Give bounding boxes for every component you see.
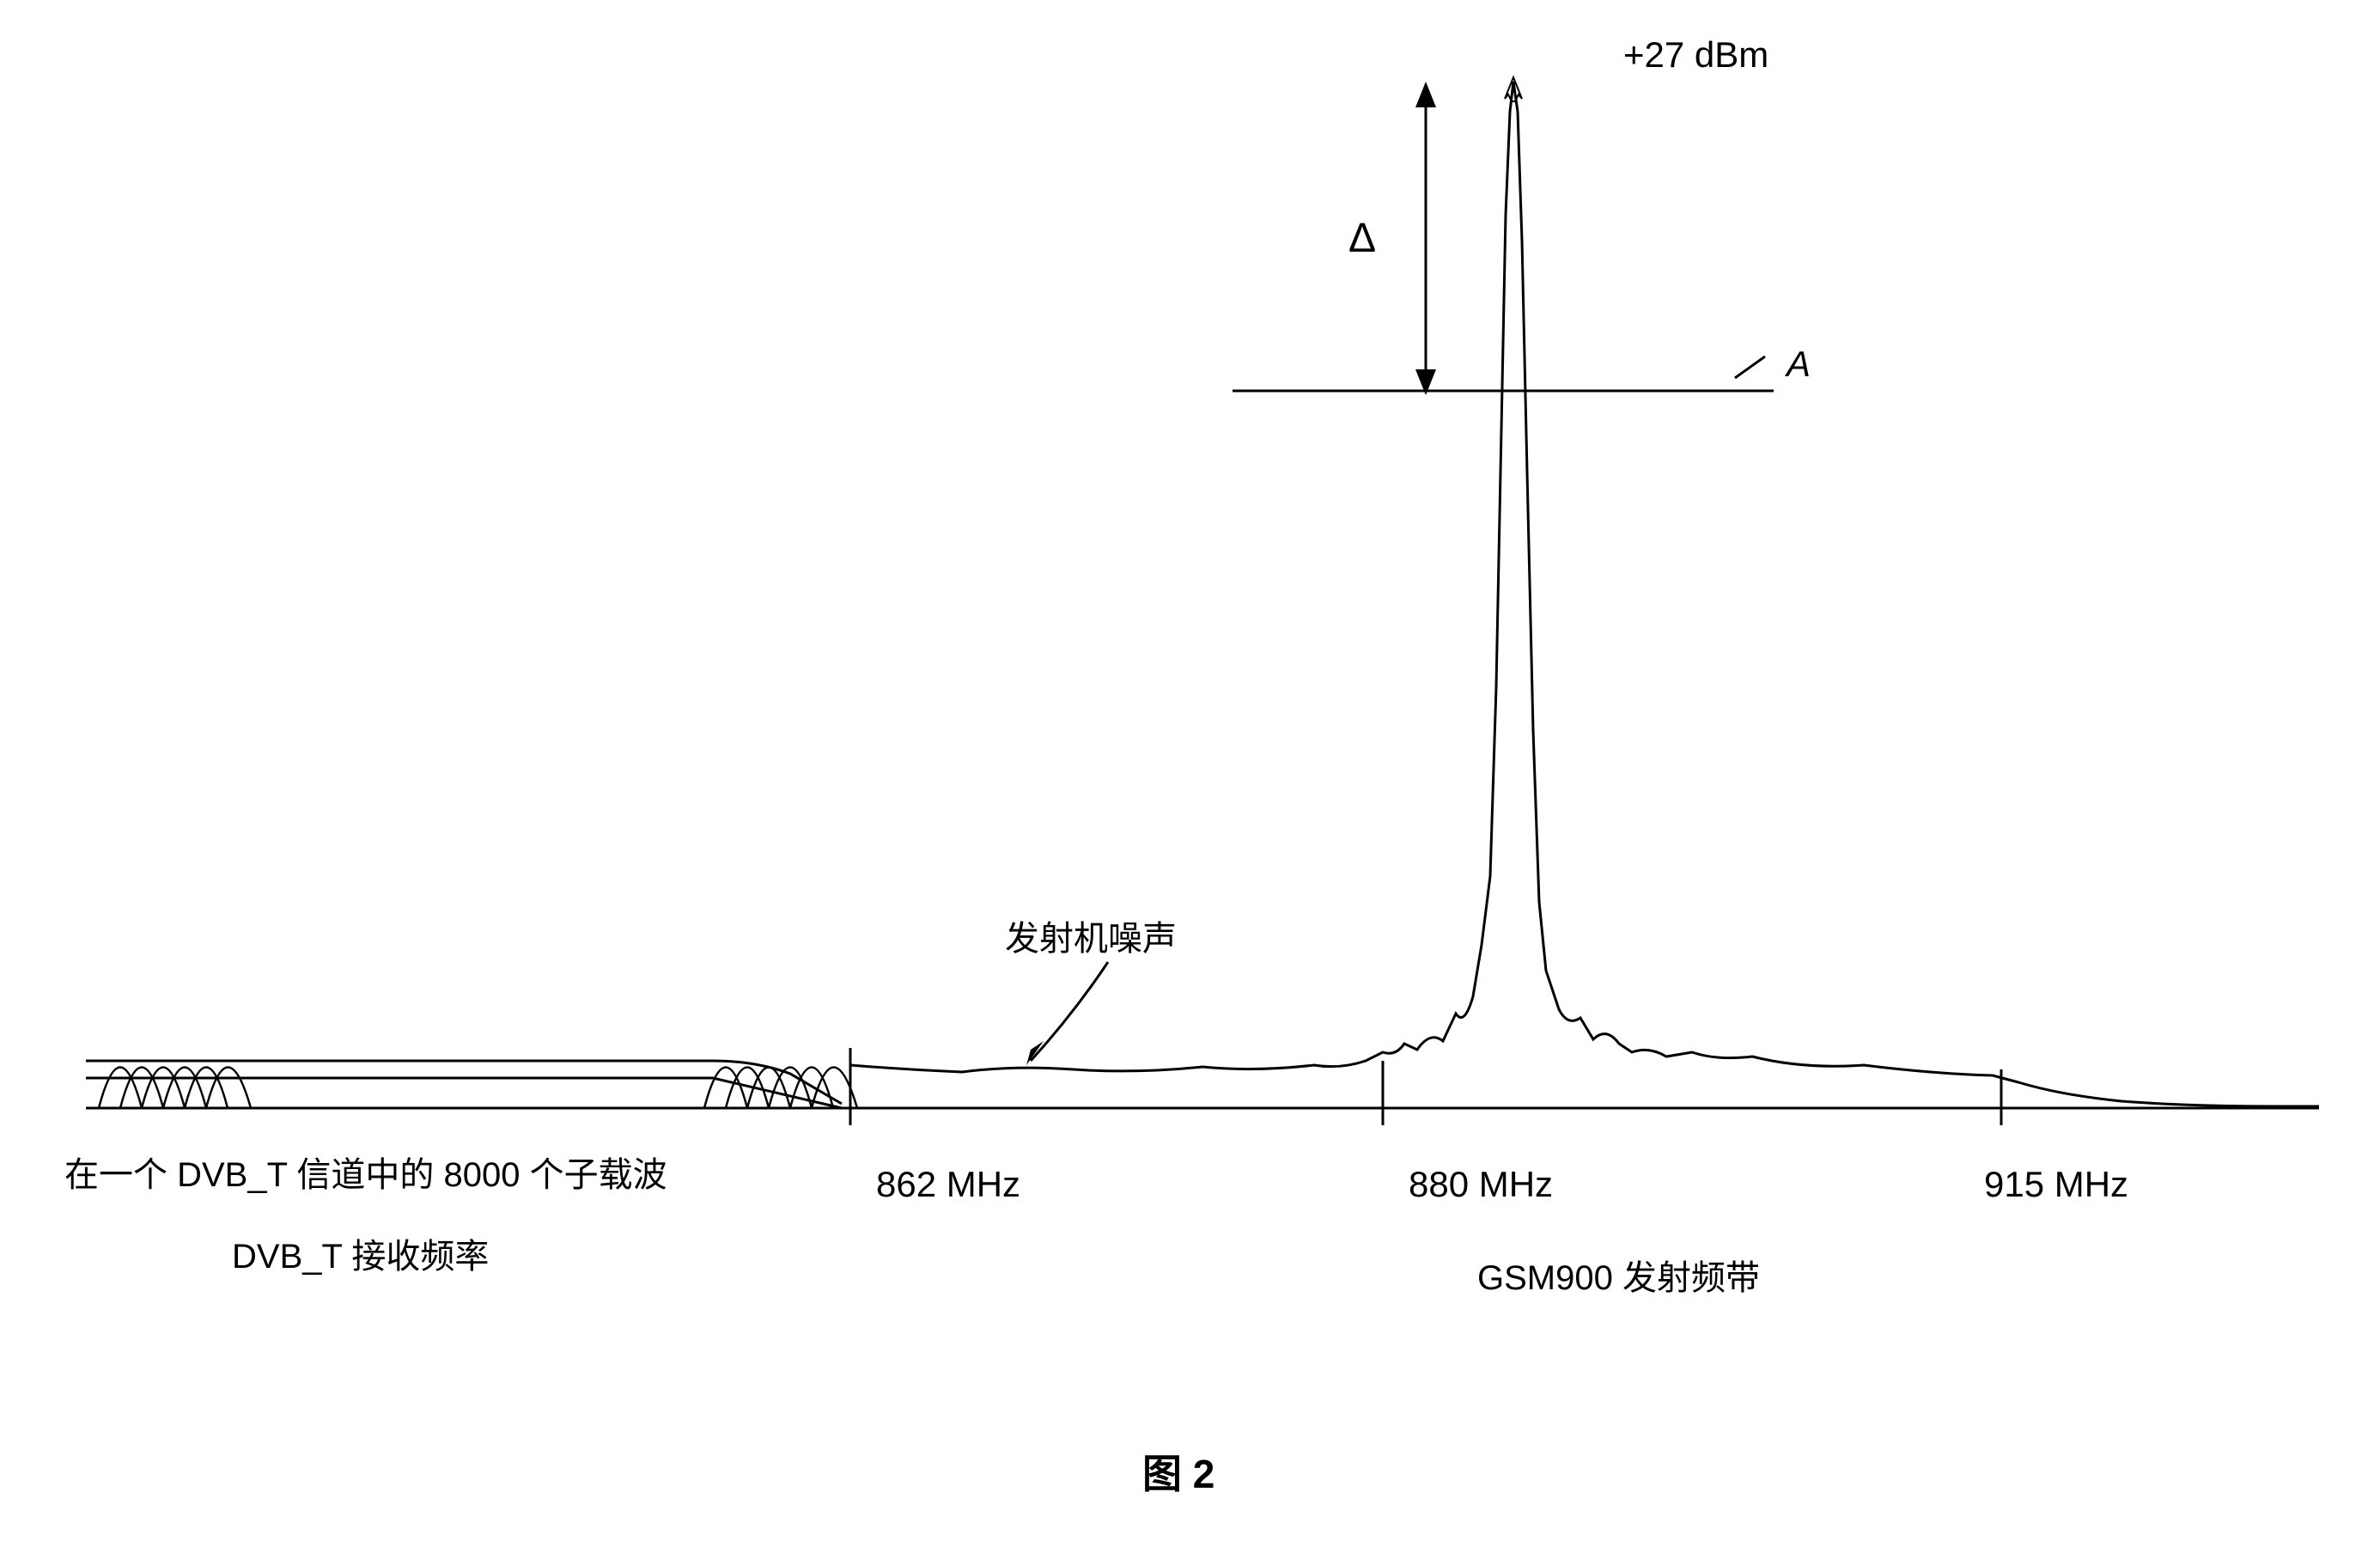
delta-symbol: Δ [1348, 215, 1376, 262]
gsm-band-label: GSM900 发射频带 [1477, 1250, 1760, 1300]
delta-arrow-up [1415, 82, 1436, 107]
noise-label: 发射机噪声 [1005, 911, 1177, 960]
threshold-label-tick [1735, 356, 1765, 378]
spectrum-chart: +27 dBm Δ A 发射机噪声 862 MHz 880 MHz 915 MH… [0, 0, 2380, 1543]
chart-svg [0, 0, 2380, 1543]
freq-label-862: 862 MHz [876, 1164, 1020, 1205]
freq-label-915: 915 MHz [1984, 1164, 2128, 1205]
peak-power-label: +27 dBm [1623, 34, 1768, 76]
noise-pointer-head [1026, 1041, 1044, 1065]
figure-label: 图 2 [1142, 1443, 1214, 1500]
dvbt-rx-label: DVB_T 接收频率 [232, 1228, 489, 1278]
noise-pointer [1031, 962, 1108, 1061]
freq-label-880: 880 MHz [1409, 1164, 1553, 1205]
threshold-label: A [1787, 344, 1811, 385]
dvbt-cluster-1 [99, 1068, 251, 1109]
dvbt-subcarrier-label: 在一个 DVB_T 信道中的 8000 个子载波 [64, 1147, 667, 1197]
dvbt-cluster-2 [704, 1068, 857, 1109]
